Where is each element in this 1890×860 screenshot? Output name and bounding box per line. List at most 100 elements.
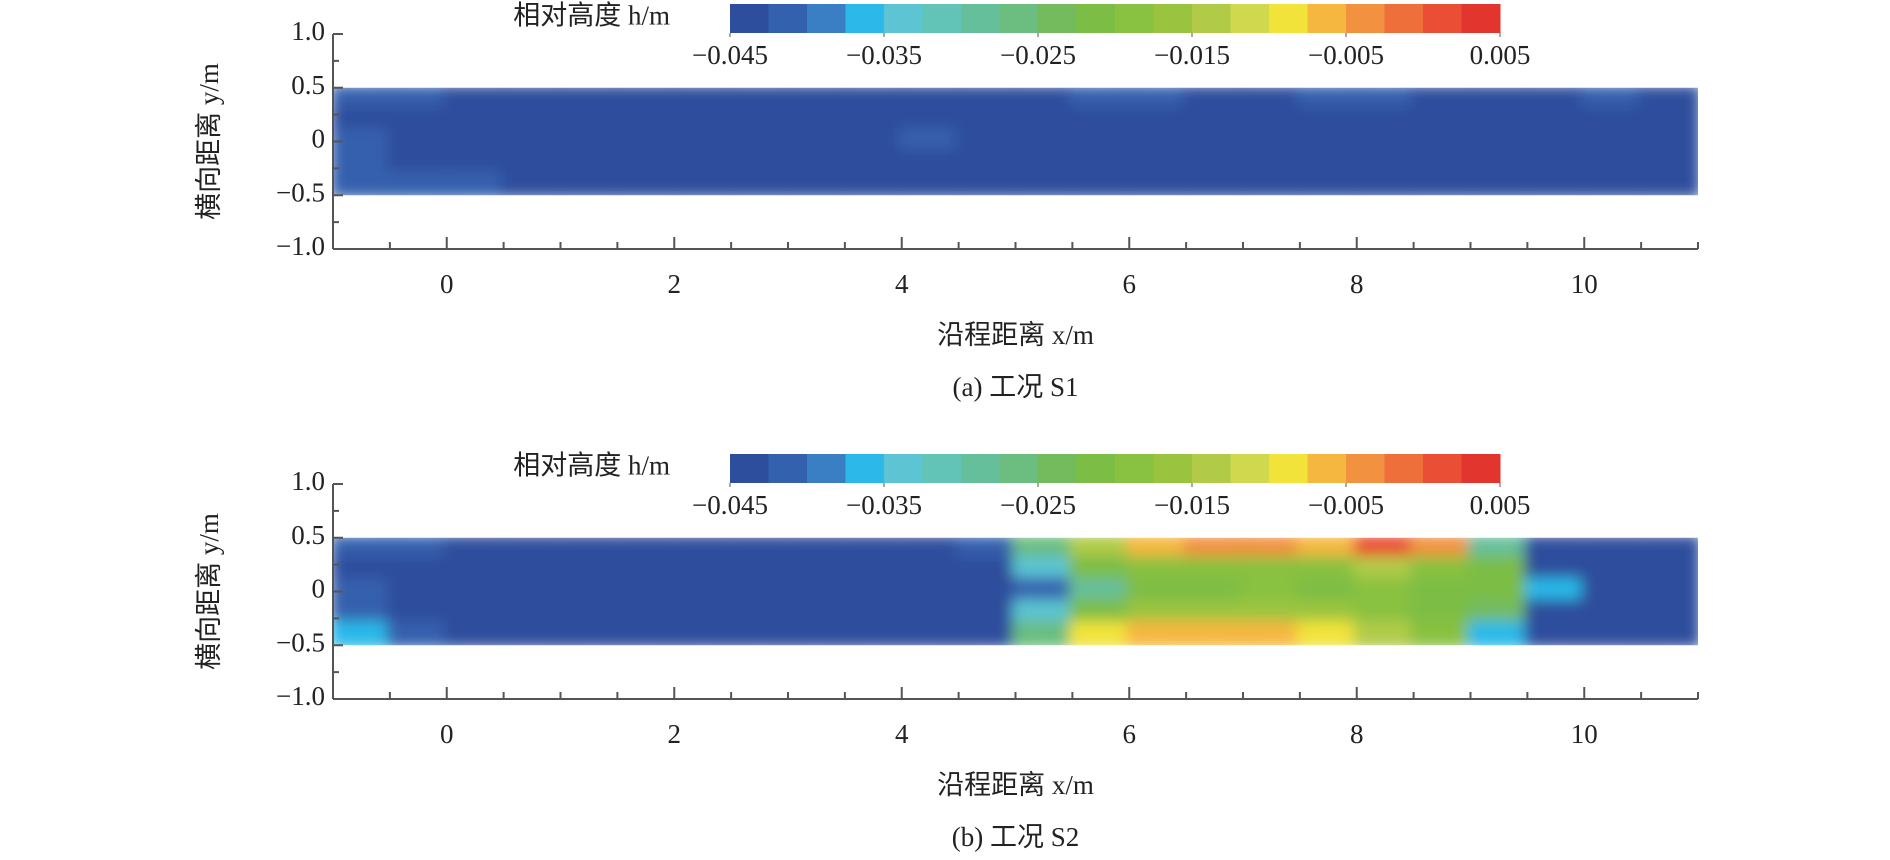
x-tick-label: 6 (1123, 719, 1137, 749)
colorbar-tick-label: −0.025 (1000, 40, 1076, 70)
y-tick-label: 0 (312, 574, 326, 604)
colorbar-tick-label: −0.005 (1308, 40, 1384, 70)
colorbar-segment (884, 454, 923, 483)
colorbar-segment (999, 454, 1039, 483)
colorbar-segment (768, 454, 808, 483)
x-tick-label: 0 (440, 719, 454, 749)
y-axis-label: 横向距离 y/m (194, 63, 224, 220)
x-tick-label: 2 (668, 269, 682, 299)
x-tick-label: 10 (1571, 719, 1598, 749)
field-cell (1638, 170, 1698, 196)
field-cell (1353, 620, 1417, 646)
field-cell (614, 620, 678, 646)
colorbar-segment (807, 454, 846, 483)
caption: (b) 工况 S2 (952, 822, 1080, 852)
field-cell (1126, 170, 1190, 196)
colorbar-segment (1423, 454, 1462, 483)
colorbar-segment (961, 454, 1000, 483)
chart-panel: −1.0 −0.5 0 0.5 1.0 0 2 4 6 8 10 沿程距离 x/m 横向距离 y/m (a… (194, 1, 1699, 402)
x-tick-label: 10 (1571, 269, 1598, 299)
y-tick-label: −0.5 (276, 627, 325, 657)
colorbar-label: 相对高度 h/m (513, 451, 670, 481)
field-cell (1410, 170, 1474, 196)
field-cell (557, 620, 621, 646)
field-cell (500, 620, 564, 646)
colorbar-segment (845, 4, 885, 33)
colorbar-segment (1230, 4, 1270, 33)
field-cell (500, 170, 564, 196)
field-cell (728, 170, 791, 196)
field (333, 87, 1698, 196)
field-cell (1296, 620, 1360, 646)
field-cell (955, 170, 1019, 196)
field-cell (1126, 620, 1190, 646)
x-tick-label: 4 (895, 719, 909, 749)
y-tick-label: 0.5 (291, 520, 325, 550)
colorbar-segment (1076, 4, 1116, 33)
colorbar-tick-label: −0.005 (1308, 490, 1384, 520)
y-tick-label: 1.0 (291, 16, 325, 46)
field-cell (1353, 170, 1417, 196)
colorbar-label: 相对高度 h/m (513, 1, 670, 31)
colorbar-segment (807, 4, 846, 33)
colorbar-tick-label: −0.045 (692, 490, 768, 520)
field-cell (728, 620, 791, 646)
y-tick-label: −0.5 (276, 177, 325, 207)
colorbar-segment (1038, 4, 1077, 33)
colorbar-tick-label: −0.015 (1154, 40, 1230, 70)
colorbar-segment (999, 4, 1039, 33)
caption: (a) 工况 S1 (953, 372, 1079, 402)
colorbar-segment (1192, 4, 1231, 33)
field-cell (1183, 620, 1246, 646)
colorbar-tick-label: −0.025 (1000, 490, 1076, 520)
colorbar-segment (1307, 454, 1347, 483)
colorbar-segment (1346, 4, 1385, 33)
field-cell (557, 170, 621, 196)
colorbar-segment (730, 454, 769, 483)
colorbar-segment (730, 4, 769, 33)
colorbar-segment (1076, 454, 1116, 483)
field-cell (1240, 620, 1303, 646)
colorbar-segment (1384, 454, 1424, 483)
field-cell (898, 170, 962, 196)
field-cells (333, 87, 1698, 196)
field-cell (1012, 620, 1076, 646)
field-cell (614, 170, 678, 196)
colorbar-segment (1461, 454, 1501, 483)
colorbar-segment (1461, 4, 1501, 33)
colorbar-tick-label: −0.035 (846, 490, 922, 520)
field-cell (898, 620, 962, 646)
colorbar-segment (768, 4, 808, 33)
colorbar-tick-label: 0.005 (1470, 40, 1531, 70)
y-tick-label: −1.0 (276, 231, 325, 261)
x-tick-label: 4 (895, 269, 909, 299)
y-tick-label: 1.0 (291, 466, 325, 496)
colorbar-segment (1307, 4, 1347, 33)
colorbar-segment (1115, 454, 1154, 483)
field-cell (1183, 170, 1246, 196)
colorbar-segment (1153, 454, 1193, 483)
field-cell (1296, 170, 1360, 196)
field-cell (1524, 170, 1588, 196)
colorbar-tick-label: −0.015 (1154, 490, 1230, 520)
colorbar-segment (845, 454, 885, 483)
colorbar-tick-label: −0.045 (692, 40, 768, 70)
y-tick-label: 0 (312, 124, 326, 154)
colorbar-segment (1423, 4, 1462, 33)
colorbar-segment (1230, 454, 1270, 483)
field-cell (333, 170, 393, 196)
field-cell (386, 170, 450, 196)
field-cell (1581, 170, 1645, 196)
field-cell (1410, 620, 1474, 646)
field-cell (671, 620, 735, 646)
field-cell (785, 620, 848, 646)
y-tick-label: −1.0 (276, 681, 325, 711)
field-cell (1069, 620, 1133, 646)
x-axis-label: 沿程距离 x/m (937, 770, 1094, 800)
colorbar-tick-label: 0.005 (1470, 490, 1531, 520)
field-cell (443, 170, 507, 196)
colorbar-segment (922, 454, 962, 483)
colorbar-segment (1115, 4, 1154, 33)
field-cell (1240, 170, 1303, 196)
